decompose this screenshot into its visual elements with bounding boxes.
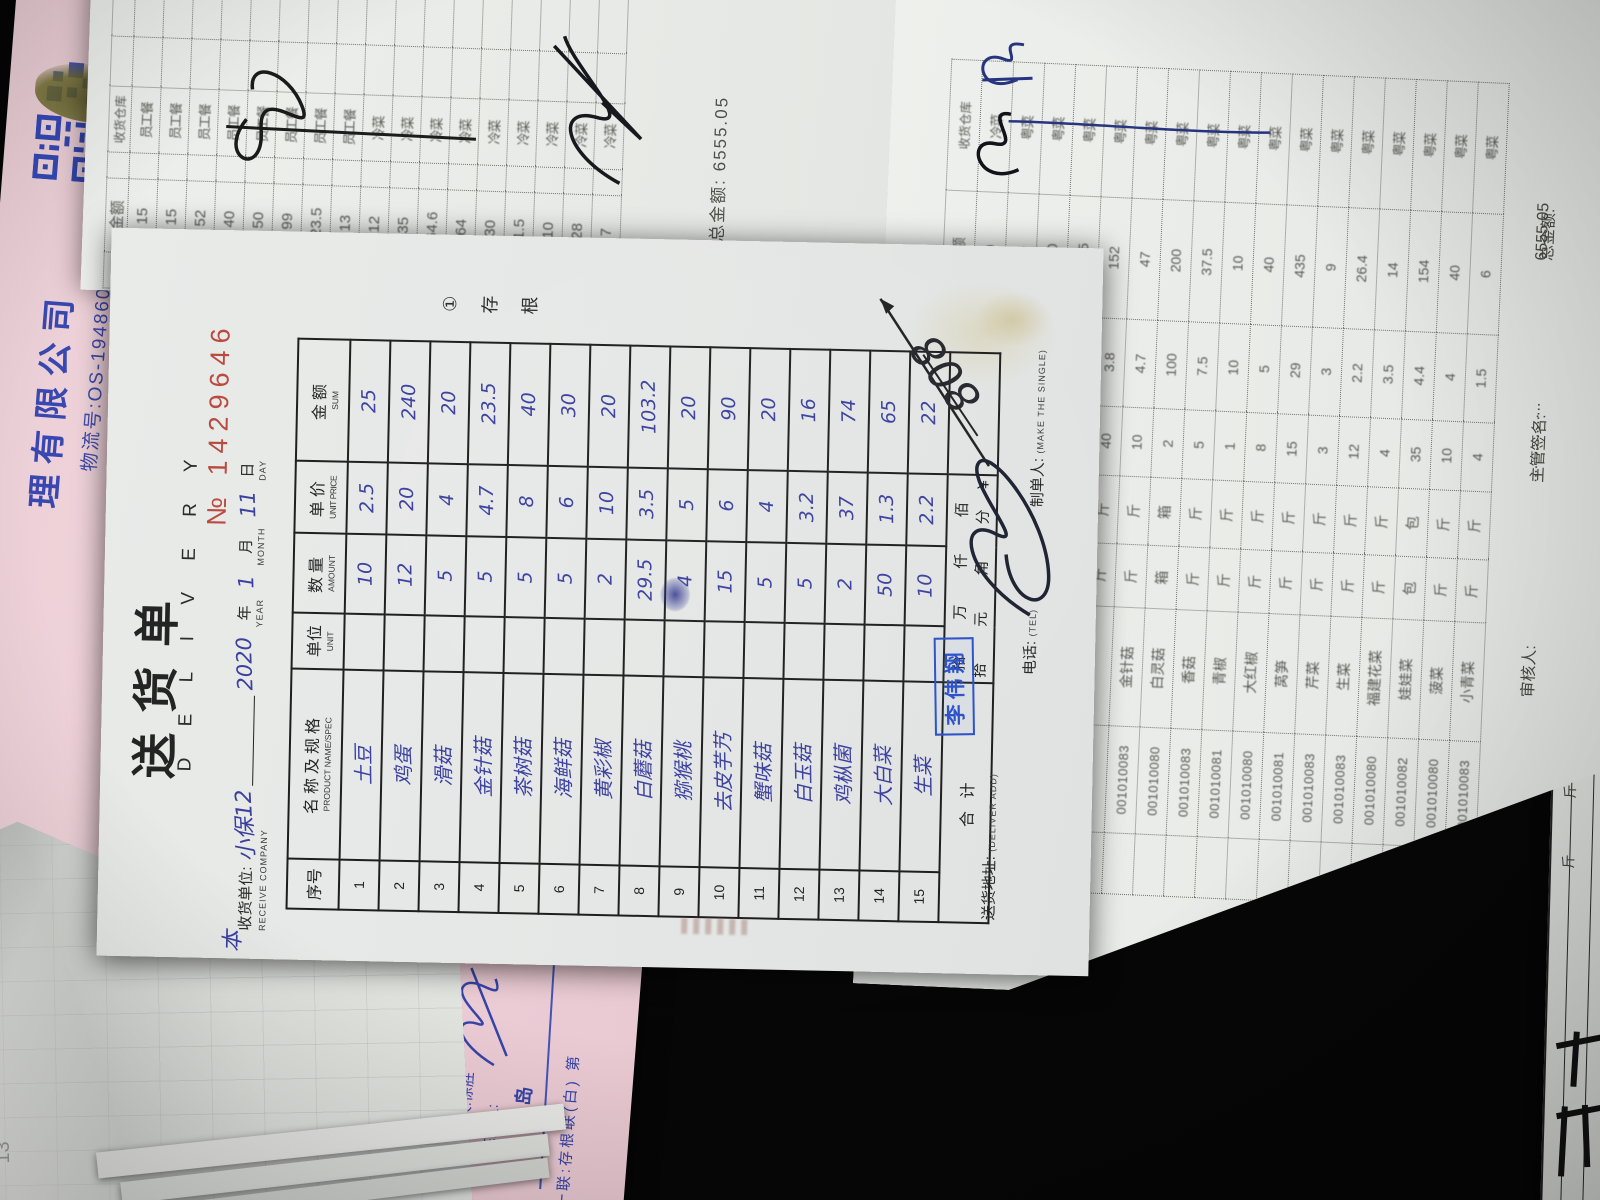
sheet-a-total: 总金额: 6555.05	[707, 95, 732, 243]
pink-company-name: 理有限公司	[25, 287, 81, 510]
sheet-a-col-warehouse: 收货仓库	[107, 85, 133, 153]
date-month-value: 1	[234, 574, 259, 589]
col-name: 名称及规格 PRODUCT NAME/SPEC	[287, 668, 344, 860]
sheet-a-col-empty	[110, 35, 134, 87]
col-sum: 金额 SUM	[295, 338, 351, 462]
svg-text:808: 808	[901, 324, 992, 422]
sliver-unit-text: 斤	[1560, 854, 1577, 869]
form-title-en: D E L I V E R Y	[174, 446, 203, 772]
receive-company-value: 小保12	[231, 789, 260, 863]
faint-margin-print	[677, 917, 748, 936]
total-label: 合 计	[959, 778, 978, 828]
date-day-value: 11	[235, 490, 261, 518]
col-unit: 单位 UNIT	[291, 612, 345, 670]
maker-stamp: 李伟翔	[933, 637, 975, 736]
sliver-handwriting-marks	[1555, 1031, 1600, 1177]
printed-sheet-right: 金额 收货仓库 30	[853, 0, 1600, 1016]
crumpled-faint-number: 13	[0, 1141, 15, 1164]
col-qty: 数量 AMOUNT	[292, 532, 347, 614]
total-handwritten: 808	[869, 284, 1003, 477]
sliver-unit-text: 斤	[1561, 784, 1579, 799]
deliver-address: 送货地址: (DELIVER ADD)	[980, 773, 999, 921]
sheet-a-col-empty	[111, 0, 136, 37]
sheet-a-signature-2	[552, 35, 643, 185]
col-seq: 序号	[286, 858, 340, 910]
sheet-a-col-empty	[106, 151, 130, 179]
sheet-b-footer: 制单人: 李伟翔 审核人: 主管签名: .................. 总…	[1509, 202, 1559, 933]
sheet-b-signatures	[957, 27, 1294, 211]
form-number: № 1429646	[201, 321, 236, 527]
margin-handwriting: 本	[220, 930, 247, 953]
stub-label: ①存根	[440, 295, 541, 315]
maker-signature	[969, 458, 1051, 617]
sheet-b-supervisor: 主管签名: ..................	[1523, 402, 1550, 484]
col-price: 单价 UNIT PRICE	[294, 460, 348, 534]
right-edge-form-sliver: 斤 斤 斤	[1539, 0, 1600, 1200]
printed-sheet-left: 金额 收货仓库 15 员工餐	[80, 0, 920, 319]
receive-company-label: 收货单位:	[237, 866, 256, 931]
sheet-a-signature-line	[226, 70, 477, 161]
date-line: 2020 年 YEAR 1 月 MONTH 11 日 DAY	[231, 459, 268, 691]
delivery-note-form: 送货单 D E L I V E R Y № 1429646 本 收货单位: 小保…	[96, 227, 1104, 977]
sheet-b-reviewer: 审核人:	[1519, 644, 1540, 698]
date-year-value: 2020	[231, 636, 258, 691]
